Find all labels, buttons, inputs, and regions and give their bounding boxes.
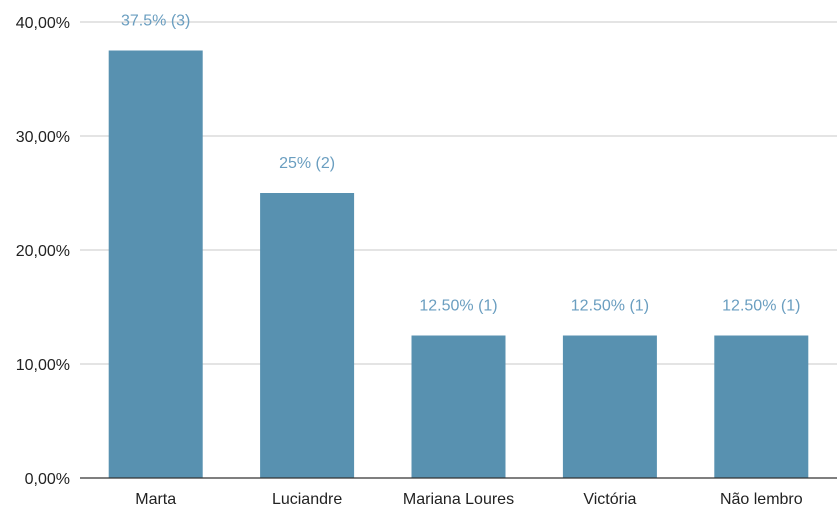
bar [108,50,203,478]
y-tick-label: 20,00% [16,243,70,260]
bar [562,335,657,478]
data-labels: 37.5% (3) 25% (2) 12.50% (1) 12.50% (1) 12.5… [121,13,800,315]
bar-data-label: 25% (2) [279,155,335,172]
bar-data-label: 12.50% (1) [722,298,800,315]
bar [714,335,809,478]
bars [108,50,809,478]
x-category-label: Marta [135,491,176,506]
x-category-label: Não lembro [720,491,803,506]
y-axis-tick-labels: 0,00% 10,00% 20,00% 30,00% 40,00% [16,15,70,488]
x-category-label: Mariana Loures [403,491,514,506]
bar-data-label: 37.5% (3) [121,13,190,30]
x-category-label: Victória [583,491,636,506]
x-category-label: Luciandre [272,491,342,506]
x-axis-category-labels: Marta Luciandre Mariana Loures Victória Não … [135,491,803,506]
y-tick-label: 10,00% [16,357,70,374]
bar [260,193,355,478]
bar-data-label: 12.50% (1) [571,298,649,315]
bar-data-label: 12.50% (1) [419,298,497,315]
bar [411,335,506,478]
y-tick-label: 40,00% [16,15,70,32]
y-tick-label: 0,00% [25,471,70,488]
y-tick-label: 30,00% [16,129,70,146]
